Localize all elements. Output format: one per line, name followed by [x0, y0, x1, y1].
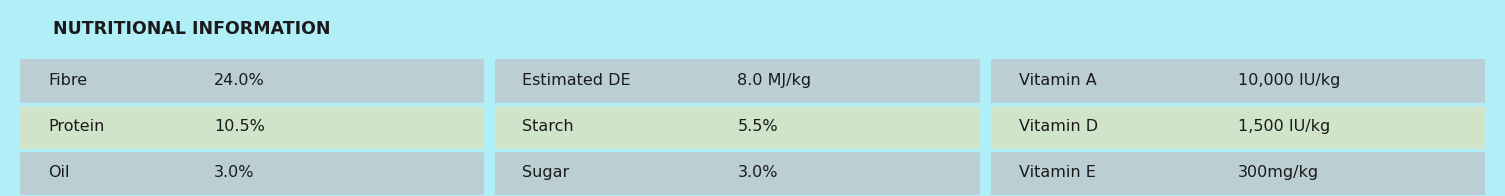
Bar: [21, 105, 483, 149]
Text: 300mg/kg: 300mg/kg: [1237, 165, 1318, 181]
Bar: [15, 0, 1490, 58]
Text: NUTRITIONAL INFORMATION: NUTRITIONAL INFORMATION: [53, 20, 330, 38]
Bar: [495, 105, 980, 149]
Text: Starch: Starch: [522, 119, 573, 134]
Bar: [992, 59, 1484, 103]
Text: Estimated DE: Estimated DE: [522, 73, 631, 88]
Bar: [495, 151, 980, 195]
Text: Fibre: Fibre: [48, 73, 87, 88]
Text: 10.5%: 10.5%: [214, 119, 265, 134]
Bar: [992, 105, 1484, 149]
Bar: [21, 151, 483, 195]
Bar: [21, 59, 483, 103]
Text: 1,500 IU/kg: 1,500 IU/kg: [1237, 119, 1330, 134]
Text: 5.5%: 5.5%: [737, 119, 778, 134]
Text: 3.0%: 3.0%: [214, 165, 254, 181]
Bar: [992, 151, 1484, 195]
Text: 10,000 IU/kg: 10,000 IU/kg: [1237, 73, 1341, 88]
Text: Sugar: Sugar: [522, 165, 569, 181]
Text: 3.0%: 3.0%: [737, 165, 778, 181]
Bar: [495, 59, 980, 103]
Text: Oil: Oil: [48, 165, 69, 181]
Text: Vitamin D: Vitamin D: [1019, 119, 1099, 134]
Text: 8.0 MJ/kg: 8.0 MJ/kg: [737, 73, 811, 88]
Text: Vitamin E: Vitamin E: [1019, 165, 1096, 181]
Text: Vitamin A: Vitamin A: [1019, 73, 1097, 88]
Text: 24.0%: 24.0%: [214, 73, 265, 88]
Text: Protein: Protein: [48, 119, 104, 134]
